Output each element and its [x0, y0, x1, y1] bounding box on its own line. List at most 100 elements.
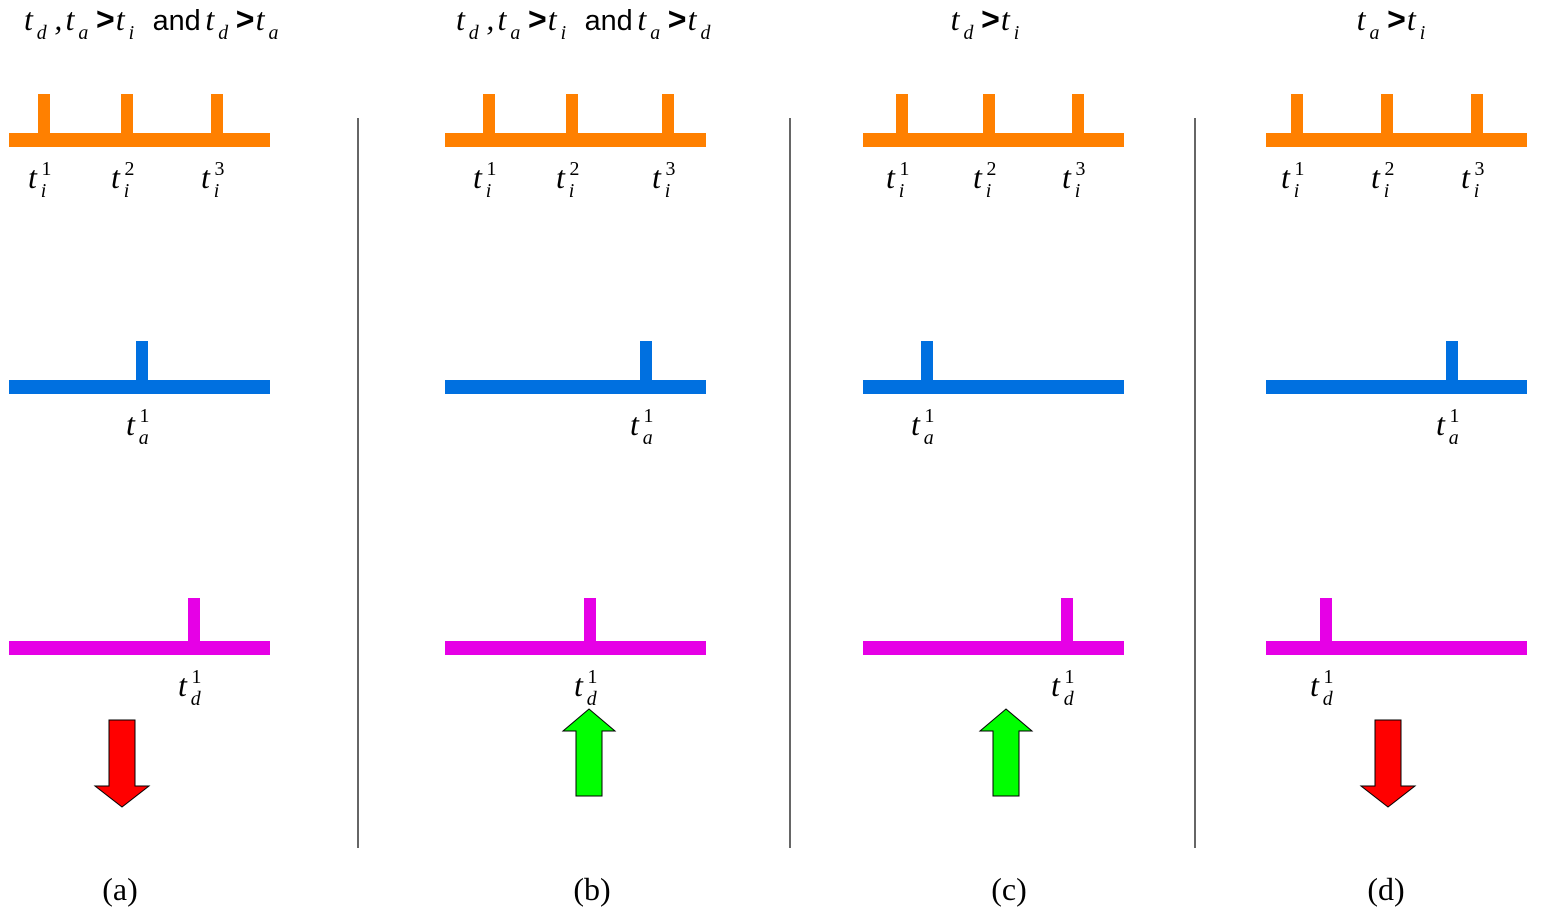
svg-text:3: 3: [1075, 158, 1085, 180]
svg-text:2: 2: [569, 158, 579, 180]
dendrite-row: t 1d: [9, 598, 270, 710]
svg-text:2: 2: [124, 158, 134, 180]
spike-mark: [640, 341, 652, 387]
svg-text:i: i: [569, 180, 575, 202]
svg-text:t: t: [66, 1, 76, 37]
spike-time-label: t 1i: [473, 158, 496, 202]
svg-text:1: 1: [486, 158, 496, 180]
svg-text:t: t: [1281, 159, 1291, 195]
input-row: t 1i t 2i t 3i: [9, 94, 270, 202]
svg-text:t: t: [973, 159, 983, 195]
spike-time-label: t 1d: [1310, 666, 1333, 710]
panel-caption: (d): [1367, 871, 1404, 907]
svg-text:a: a: [924, 427, 934, 449]
svg-text:t: t: [1051, 667, 1061, 703]
svg-text:d: d: [587, 688, 597, 710]
up-arrow-icon: [978, 708, 1034, 797]
svg-text:t: t: [886, 159, 896, 195]
spike-mark: [483, 94, 495, 140]
spike-train-line: [863, 641, 1124, 655]
spike-train-line: [9, 641, 270, 655]
and-word: and: [153, 5, 201, 37]
spike-time-label: t 1d: [1051, 666, 1074, 710]
svg-text:1: 1: [643, 405, 653, 427]
spike-time-label: t 1d: [178, 666, 201, 710]
spike-time-label: t 3i: [652, 158, 675, 202]
axon-row: t 1a: [9, 341, 270, 449]
spike-time-label: t 2i: [1371, 158, 1394, 202]
spike-train-line: [445, 380, 706, 394]
comma-symbol: ,: [486, 1, 494, 37]
greater-than-symbol: >: [96, 1, 115, 37]
spike-mark: [136, 341, 148, 387]
condition-label: t d, t a > t i and t d > t a: [24, 1, 278, 44]
svg-text:t: t: [1310, 667, 1320, 703]
svg-text:i: i: [1384, 180, 1390, 202]
greater-than-symbol: >: [528, 1, 547, 37]
dendrite-row: t 1d: [445, 598, 706, 710]
spike-time-label: t 3i: [201, 158, 224, 202]
svg-text:d: d: [218, 22, 228, 44]
comma-symbol: ,: [54, 1, 62, 37]
greater-than-symbol: >: [236, 1, 255, 37]
svg-text:t: t: [637, 1, 647, 37]
spike-mark: [896, 94, 908, 140]
spike-time-label: t 1a: [630, 405, 653, 449]
svg-text:1: 1: [1449, 405, 1459, 427]
svg-text:d: d: [963, 22, 973, 44]
svg-text:i: i: [1075, 180, 1081, 202]
svg-text:t: t: [456, 1, 466, 37]
svg-text:a: a: [268, 22, 278, 44]
svg-text:t: t: [473, 159, 483, 195]
spike-train-line: [1266, 380, 1527, 394]
svg-text:i: i: [665, 180, 671, 202]
spike-mark: [1291, 94, 1303, 140]
svg-text:t: t: [1357, 1, 1367, 37]
svg-text:d: d: [37, 22, 47, 44]
svg-text:t: t: [911, 406, 921, 442]
svg-text:t: t: [688, 1, 698, 37]
spike-time-label: t 1i: [1281, 158, 1304, 202]
svg-text:3: 3: [214, 158, 224, 180]
spike-train-line: [1266, 133, 1527, 147]
panel-d: t a > t it 1i t 2i t 3it 1at 1d(d): [1266, 1, 1527, 907]
svg-text:t: t: [556, 159, 566, 195]
condition-label: t a > t i: [1357, 1, 1426, 44]
svg-text:3: 3: [1474, 158, 1484, 180]
svg-text:d: d: [191, 688, 201, 710]
greater-than-symbol: >: [981, 1, 1000, 37]
svg-text:t: t: [951, 1, 961, 37]
svg-text:t: t: [1461, 159, 1471, 195]
svg-text:t: t: [1371, 159, 1381, 195]
svg-text:1: 1: [191, 666, 201, 688]
svg-text:t: t: [1407, 1, 1417, 37]
spike-mark: [1061, 598, 1073, 648]
svg-text:3: 3: [665, 158, 675, 180]
spike-mark: [1072, 94, 1084, 140]
spike-mark: [1320, 598, 1332, 648]
condition-label: t d, t a > t i and t a > t d: [456, 1, 710, 44]
svg-text:a: a: [78, 22, 88, 44]
svg-text:i: i: [486, 180, 492, 202]
svg-text:1: 1: [899, 158, 909, 180]
spike-time-label: t 1i: [886, 158, 909, 202]
spike-mark: [121, 94, 133, 140]
svg-text:d: d: [469, 22, 479, 44]
svg-text:t: t: [116, 1, 126, 37]
spike-train-line: [445, 641, 706, 655]
down-arrow-icon: [93, 719, 151, 808]
svg-text:i: i: [899, 180, 905, 202]
spike-mark: [38, 94, 50, 140]
input-row: t 1i t 2i t 3i: [1266, 94, 1527, 202]
spike-mark: [983, 94, 995, 140]
